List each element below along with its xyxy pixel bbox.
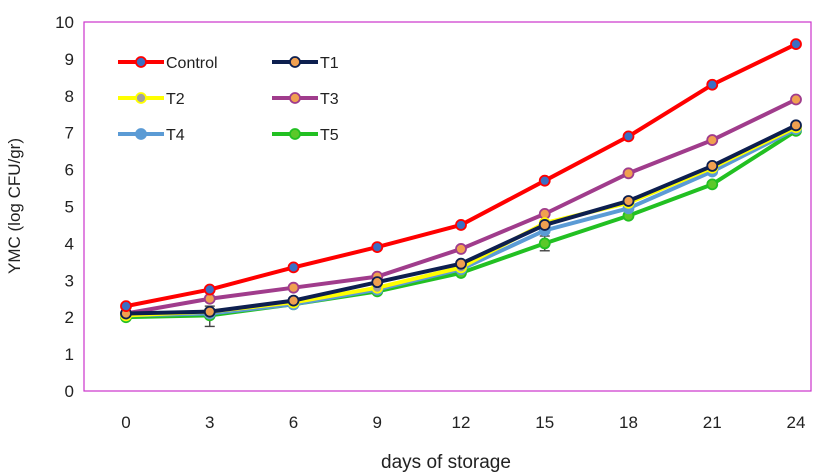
y-tick-label: 8 — [65, 87, 74, 106]
data-point — [706, 160, 719, 172]
data-point — [622, 195, 635, 207]
data-point — [706, 178, 719, 191]
data-point — [455, 219, 467, 231]
legend-item-t5: T5 — [272, 127, 339, 144]
legend: Control T1 T2 T3 T4 T5 — [118, 55, 339, 144]
data-point — [120, 300, 132, 313]
data-point — [790, 119, 802, 132]
data-point — [538, 237, 551, 250]
series-lines — [120, 38, 802, 324]
data-point — [790, 38, 802, 51]
x-axis-ticks: 0 3 6 9 12 15 18 21 24 — [121, 413, 805, 432]
legend-swatch-marker — [135, 92, 147, 104]
y-tick-label: 2 — [65, 308, 74, 327]
x-tick-label: 15 — [535, 413, 554, 432]
data-point — [203, 283, 216, 296]
x-tick-label: 24 — [787, 413, 806, 432]
x-tick-label: 6 — [289, 413, 298, 432]
data-point — [790, 93, 802, 106]
series-control — [120, 38, 802, 313]
legend-label: T5 — [320, 127, 339, 144]
data-point — [371, 241, 384, 253]
y-tick-label: 1 — [65, 345, 74, 364]
y-tick-label: 5 — [65, 198, 74, 217]
x-tick-label: 21 — [703, 413, 722, 432]
data-point — [455, 257, 467, 270]
legend-swatch-marker — [135, 128, 147, 140]
y-tick-label: 3 — [65, 271, 74, 290]
data-point — [706, 78, 719, 91]
legend-swatch-marker — [289, 128, 301, 140]
legend-item-t4: T4 — [118, 127, 185, 144]
data-point — [287, 261, 300, 274]
y-tick-label: 7 — [65, 124, 74, 143]
y-tick-label: 0 — [65, 382, 74, 401]
data-point — [622, 130, 635, 143]
legend-label: Control — [166, 55, 218, 72]
series-t3 — [120, 93, 802, 320]
y-axis-ticks: 0 1 2 3 4 5 6 7 8 9 10 — [55, 13, 74, 401]
series-line — [125, 97, 797, 316]
x-tick-label: 12 — [452, 413, 471, 432]
legend-item-control: Control — [118, 55, 218, 72]
data-point — [287, 281, 300, 294]
legend-item-t2: T2 — [118, 91, 185, 108]
data-point — [622, 167, 635, 180]
x-tick-label: 3 — [205, 413, 214, 432]
legend-label: T3 — [320, 91, 339, 108]
y-tick-label: 4 — [65, 234, 74, 253]
plot-area-frame — [83, 21, 812, 392]
data-point — [538, 174, 551, 187]
data-point — [538, 219, 551, 231]
y-tick-label: 10 — [55, 13, 74, 32]
data-point — [455, 243, 467, 255]
legend-swatch-marker — [135, 56, 147, 68]
legend-label: T4 — [166, 127, 185, 144]
x-tick-label: 9 — [373, 413, 382, 432]
x-tick-label: 0 — [121, 413, 130, 432]
data-point — [203, 305, 216, 318]
legend-swatch-marker — [289, 92, 301, 104]
legend-item-t1: T1 — [272, 55, 339, 72]
data-point — [287, 294, 300, 307]
data-point — [706, 134, 719, 146]
x-axis-label: days of storage — [381, 452, 511, 473]
legend-label: T2 — [166, 91, 185, 108]
legend-label: T1 — [320, 55, 339, 72]
y-axis-label: YMC (log CFU/gr) — [5, 138, 24, 274]
data-point — [371, 276, 384, 289]
y-tick-label: 9 — [65, 50, 74, 69]
legend-item-t3: T3 — [272, 91, 339, 108]
y-tick-label: 6 — [65, 161, 74, 180]
legend-swatch-marker — [289, 56, 301, 68]
x-tick-label: 18 — [619, 413, 638, 432]
